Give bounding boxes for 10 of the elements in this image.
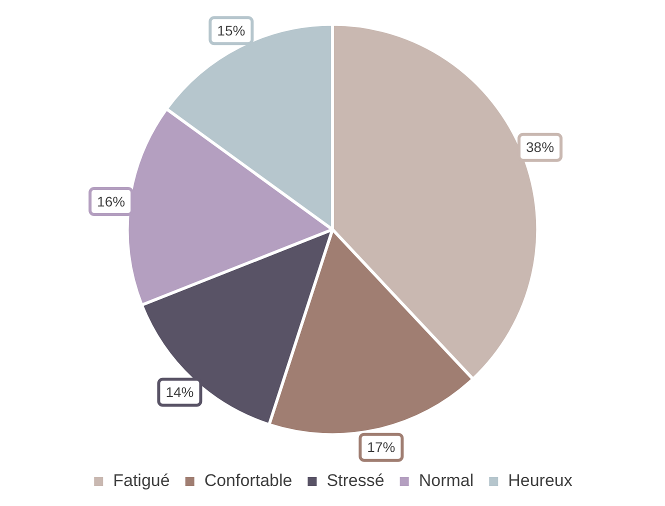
data-label: 38% <box>526 139 554 156</box>
legend-label: Fatigué <box>113 471 170 490</box>
legend-label: Confortable <box>204 471 292 490</box>
legend-label: Heureux <box>508 471 573 490</box>
legend-label: Normal <box>418 471 474 490</box>
data-label: 17% <box>367 439 396 456</box>
data-label: 14% <box>166 384 194 400</box>
data-label: 15% <box>217 22 246 38</box>
data-label: 16% <box>97 193 126 210</box>
legend-label: Stressé <box>326 471 384 490</box>
